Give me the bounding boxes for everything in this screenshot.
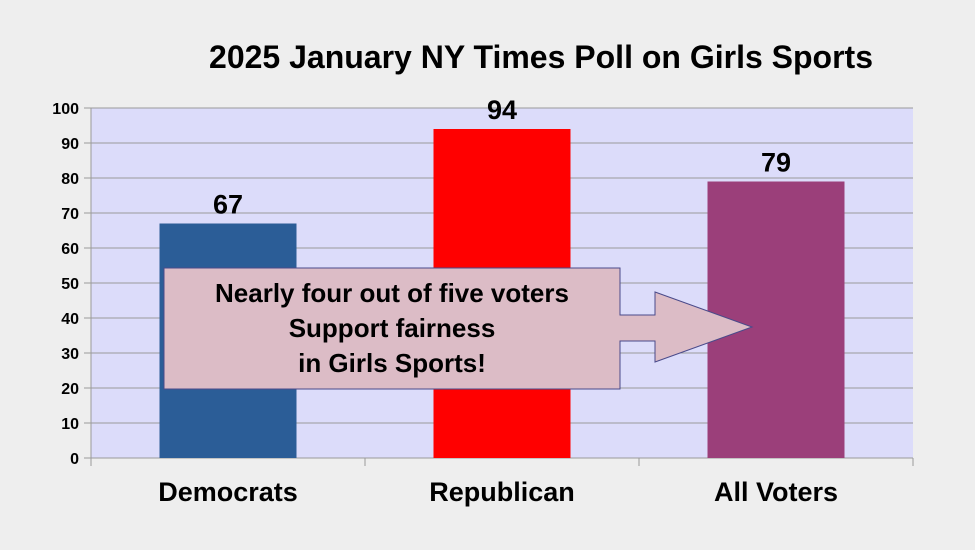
y-tick-label: 80 [61, 171, 79, 188]
y-tick-label: 40 [61, 311, 79, 328]
y-tick-label: 100 [52, 101, 79, 118]
x-category-label: Democrats [158, 477, 298, 507]
y-tick-label: 10 [61, 416, 79, 433]
data-label: 67 [213, 190, 243, 220]
y-tick-label: 70 [61, 206, 79, 223]
callout-line: in Girls Sports! [298, 348, 486, 378]
callout-shape [163, 267, 754, 390]
x-category-label: Republican [429, 477, 575, 507]
y-tick-label: 30 [61, 346, 79, 363]
y-tick-label: 60 [61, 241, 79, 258]
y-tick-label: 20 [61, 381, 79, 398]
callout-line: Support fairness [289, 313, 496, 343]
chart-title: 2025 January NY Times Poll on Girls Spor… [209, 39, 873, 75]
y-tick-label: 0 [70, 451, 79, 468]
callout-arrow: Nearly four out of five voters Support fa… [163, 267, 754, 390]
callout-line: Nearly four out of five voters [215, 278, 569, 308]
data-label: 94 [487, 95, 517, 125]
x-category-label: All Voters [714, 477, 838, 507]
data-label: 79 [761, 148, 791, 178]
y-tick-label: 90 [61, 136, 79, 153]
y-tick-label: 50 [61, 276, 79, 293]
